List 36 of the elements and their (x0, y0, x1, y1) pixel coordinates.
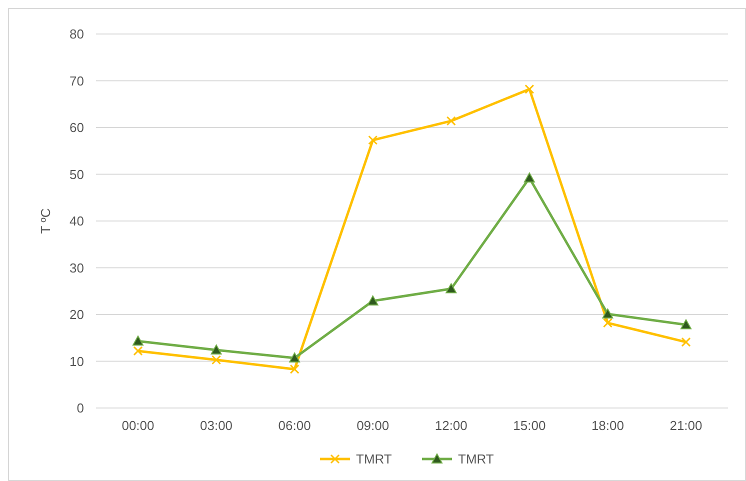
point (290, 364, 300, 374)
point (132, 336, 144, 346)
y-tick-label: 70 (70, 73, 84, 88)
x-tick-label: 21:00 (670, 418, 702, 433)
point (524, 84, 534, 94)
point (681, 337, 691, 347)
point (367, 295, 378, 306)
point (289, 352, 300, 362)
y-tick-label: 50 (70, 166, 84, 182)
point (368, 135, 378, 145)
point (446, 116, 456, 126)
y-tick-label: 40 (70, 214, 84, 229)
y-tick-label: 10 (70, 354, 84, 369)
x-tick-label: 12:00 (434, 418, 468, 433)
y-tick-label: 60 (70, 120, 84, 136)
x-tick-label: 18:00 (591, 418, 624, 433)
x-tick-label: 06:00 (278, 418, 311, 433)
legend-label: TMRT (356, 452, 392, 467)
y-tick-label: 30 (70, 260, 84, 276)
x-tick-label: 03:00 (200, 418, 233, 433)
point (524, 172, 535, 182)
point (210, 344, 222, 355)
point (212, 355, 222, 365)
point (133, 346, 143, 356)
x-tick-label: 09:00 (356, 418, 390, 433)
y-tick-label: 0 (76, 400, 84, 416)
point (446, 283, 457, 294)
point (602, 318, 612, 328)
x-tick-label: 00:00 (122, 418, 154, 433)
y-tick-label: 20 (70, 307, 84, 322)
legend-label: TMRT (458, 452, 494, 467)
x-tick-label: 15:00 (513, 418, 546, 433)
y-tick-label: 80 (70, 26, 84, 42)
y-axis-title: T ºC (38, 208, 53, 234)
point (602, 308, 614, 319)
point (680, 319, 692, 330)
